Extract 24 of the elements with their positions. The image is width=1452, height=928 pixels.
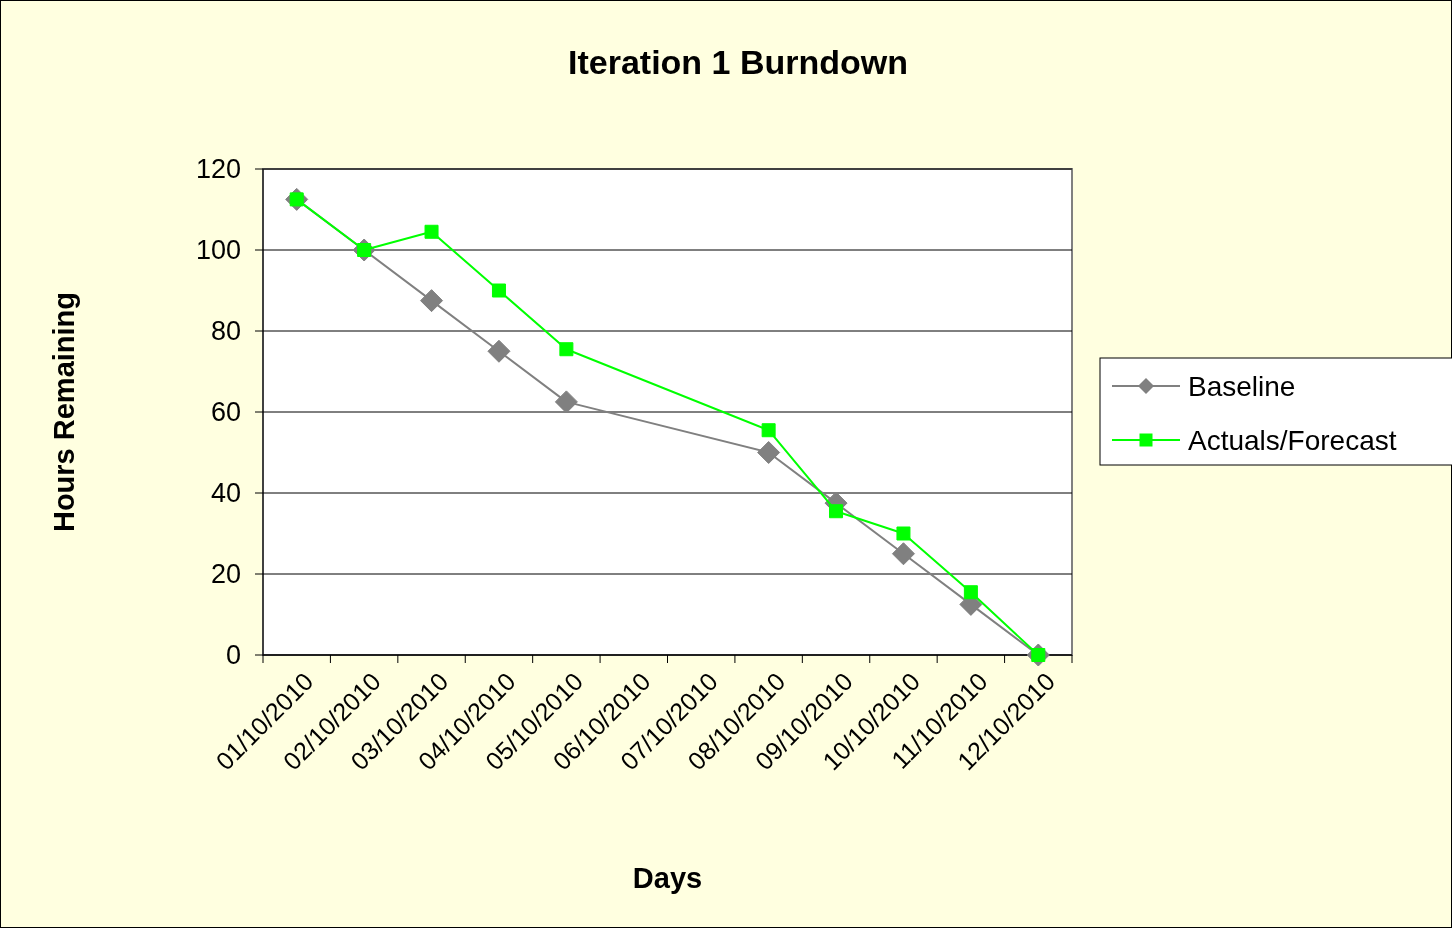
point	[424, 224, 439, 239]
point	[491, 283, 506, 298]
legend-label: Baseline	[1188, 370, 1296, 402]
y-tick-label: 60	[210, 397, 241, 428]
y-axis-title: Hours Remaining	[48, 291, 80, 533]
point	[963, 585, 978, 600]
point	[420, 289, 444, 313]
point	[487, 339, 511, 363]
y-tick-label: 100	[195, 235, 241, 266]
chart-title: Iteration 1 Burndown	[568, 43, 908, 81]
y-tick-label: 20	[210, 559, 241, 590]
y-tick-label: 0	[225, 640, 241, 671]
x-axis-title: Days	[632, 862, 703, 894]
point	[891, 542, 915, 566]
point	[554, 390, 578, 414]
point	[761, 423, 776, 438]
y-tick-label: 120	[195, 154, 241, 185]
y-tick-label: 40	[210, 478, 241, 509]
point	[829, 504, 844, 519]
point	[757, 441, 781, 464]
point	[896, 526, 911, 541]
point	[559, 342, 574, 357]
legend-label: Actuals/Forecast	[1188, 424, 1397, 456]
y-tick-label: 80	[210, 316, 241, 347]
